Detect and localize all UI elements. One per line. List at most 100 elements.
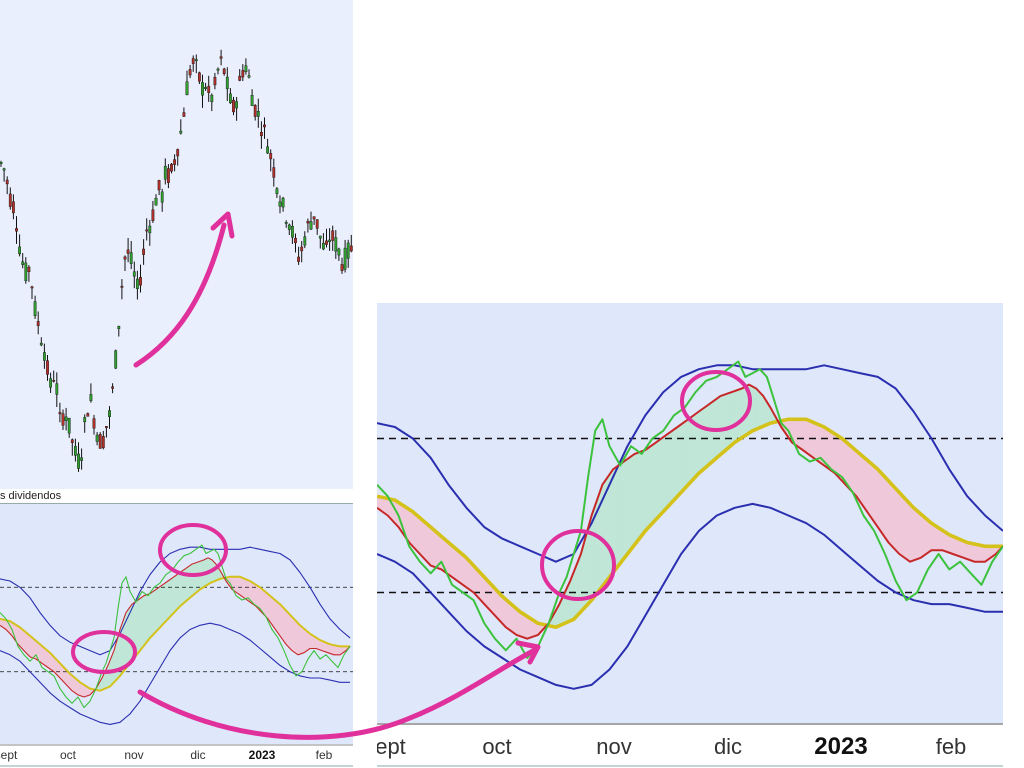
trend-fill-band	[716, 395, 721, 459]
trend-fill-band	[834, 433, 839, 478]
candle	[219, 49, 223, 66]
trend-fill-band	[720, 394, 725, 456]
candle-body	[139, 277, 142, 286]
candle	[86, 412, 90, 417]
trend-fill-band	[39, 643, 43, 664]
trend-fill-band	[173, 574, 177, 614]
trend-fill-band	[637, 450, 642, 541]
trend-fill-band	[419, 517, 424, 559]
trend-fill-band	[848, 444, 854, 494]
trend-fill-band	[299, 624, 303, 655]
candle	[67, 417, 71, 438]
trend-fill-band	[43, 647, 47, 667]
candle-body	[166, 168, 170, 183]
candle-body	[244, 65, 248, 73]
trend-fill-band	[149, 591, 153, 639]
candle-body	[101, 435, 105, 449]
x-tick-label: feb	[936, 734, 967, 759]
candle	[170, 162, 173, 174]
candle	[275, 187, 279, 198]
candle-body	[2, 168, 6, 171]
trend-fill-band	[331, 644, 335, 656]
candle-body	[64, 416, 68, 421]
trend-fill-band	[451, 544, 456, 581]
candle	[269, 149, 273, 172]
trend-fill-band	[211, 559, 215, 583]
candle	[309, 211, 313, 231]
candle-body	[266, 146, 269, 154]
candle	[238, 69, 242, 82]
candle-body	[343, 247, 347, 270]
trend-fill-band	[745, 384, 750, 436]
trend-fill-band	[251, 581, 255, 606]
candle	[145, 218, 149, 241]
candle	[256, 98, 260, 128]
candle	[204, 82, 207, 91]
trend-fill-band	[303, 628, 307, 654]
candle-body	[43, 352, 46, 361]
candle-body	[179, 130, 183, 134]
x-tick-label: nov	[596, 734, 631, 759]
candle-body	[182, 112, 186, 117]
trend-fill-band	[195, 561, 199, 594]
candle	[250, 89, 254, 106]
candle-body	[67, 417, 71, 434]
trend-fill-band	[279, 603, 283, 640]
candle	[120, 279, 124, 300]
candle	[263, 117, 266, 139]
candle-body	[331, 230, 335, 241]
trend-fill-band	[275, 600, 279, 634]
trend-fill-band	[895, 487, 900, 555]
candle	[108, 406, 111, 429]
candle-body	[18, 246, 21, 255]
candle-body	[77, 453, 80, 469]
candle-body	[315, 219, 319, 229]
trend-fill-band	[680, 421, 685, 494]
trend-fill-band	[852, 447, 857, 497]
trend-fill-band	[795, 419, 800, 448]
trend-fill-band	[133, 600, 137, 659]
trend-fill-band	[29, 635, 33, 658]
trend-fill-band	[179, 570, 183, 607]
trend-fill-band	[157, 586, 161, 631]
candle	[77, 442, 80, 472]
trend-fill-band	[802, 419, 807, 454]
trend-fill-band	[623, 458, 628, 560]
candle	[129, 240, 133, 270]
trend-fill-band	[809, 420, 814, 459]
candle-body	[86, 413, 90, 417]
price-candlestick-panel	[0, 0, 353, 490]
candle-body	[281, 197, 285, 208]
trend-fill-band	[877, 468, 882, 533]
candle	[213, 72, 217, 90]
candle-body	[204, 86, 207, 90]
candle-body	[173, 159, 176, 165]
candle	[232, 96, 235, 116]
candle-body	[201, 82, 204, 96]
trend-fill-band	[189, 563, 193, 599]
trend-fill-band	[730, 390, 735, 446]
trend-fill-band	[709, 400, 714, 465]
trend-fill-band	[630, 453, 635, 551]
candle	[241, 64, 245, 82]
candle-body	[197, 72, 201, 82]
trend-fill-band	[677, 423, 682, 497]
candle	[266, 138, 269, 154]
candle-body	[55, 383, 59, 395]
candle	[201, 74, 204, 108]
candle	[343, 239, 347, 273]
candle-body	[24, 262, 28, 281]
candle	[135, 270, 139, 300]
trend-fill-band	[139, 596, 143, 652]
trend-fill-band	[23, 630, 27, 654]
trend-fill-band	[269, 595, 273, 626]
trend-fill-band	[177, 572, 181, 610]
candle	[207, 75, 211, 102]
candle	[89, 383, 93, 403]
trend-fill-band	[151, 590, 155, 637]
trend-fill-band	[145, 593, 149, 644]
candle-body	[222, 68, 226, 75]
trend-fill-band	[285, 609, 289, 648]
